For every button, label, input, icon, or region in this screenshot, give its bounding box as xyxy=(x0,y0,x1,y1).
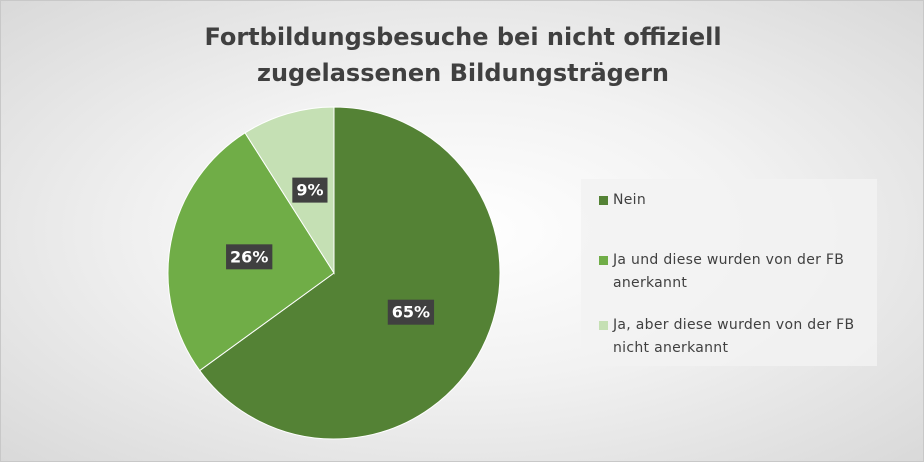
legend-entry: Ja, aber diese wurden von der FB nicht a… xyxy=(599,314,883,360)
legend-label: Nein xyxy=(613,192,647,208)
pie-slice xyxy=(199,106,501,440)
data-label: 65% xyxy=(387,299,435,325)
legend-label: Ja und diese wurden von der FB anerkannt xyxy=(613,252,845,291)
data-label-box xyxy=(292,177,328,203)
data-label-box xyxy=(226,244,273,270)
legend-label: Ja, aber diese wurden von der FB nicht a… xyxy=(613,317,855,356)
data-label: 9% xyxy=(292,177,328,203)
data-label: 26% xyxy=(226,244,273,270)
data-label-text: 26% xyxy=(230,247,268,266)
legend-entry: Ja und diese wurden von der FB anerkannt xyxy=(599,249,883,295)
chart-title: Fortbildungsbesuche bei nicht offiziell … xyxy=(204,23,722,87)
data-label-text: 9% xyxy=(296,181,323,200)
pie-slice xyxy=(244,106,335,275)
legend-swatch xyxy=(599,196,608,205)
legend: Nein Ja und diese wurden von der FB anerk… xyxy=(581,179,877,366)
legend-swatch xyxy=(599,256,608,265)
data-label-box xyxy=(387,299,435,325)
legend-entry: Nein xyxy=(599,189,883,212)
data-label-text: 65% xyxy=(392,303,430,322)
legend-swatch xyxy=(599,321,608,330)
